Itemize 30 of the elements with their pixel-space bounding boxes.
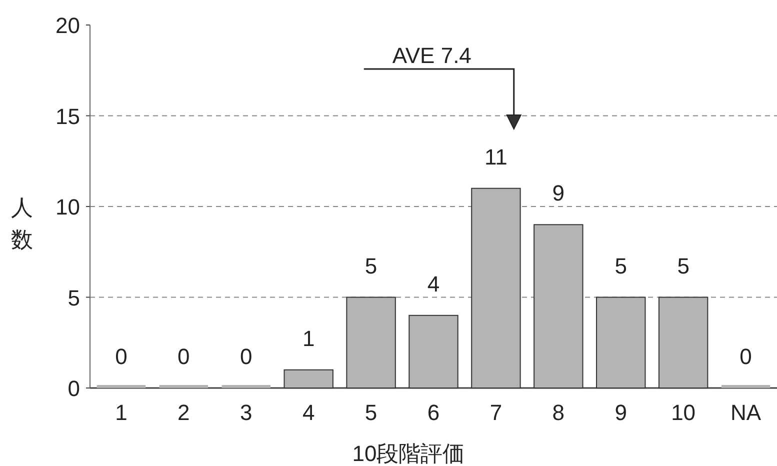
data-label: 0 — [115, 344, 128, 369]
x-tick-label: 10 — [671, 400, 696, 425]
y-tick-label: 0 — [68, 376, 80, 401]
data-label: 4 — [427, 271, 440, 296]
data-label: 0 — [740, 344, 752, 369]
x-tick-label: 3 — [240, 400, 252, 425]
data-label: 0 — [240, 344, 252, 369]
data-label: 9 — [552, 180, 565, 206]
x-tick-label: 9 — [614, 400, 627, 425]
data-label: 5 — [364, 253, 378, 278]
data-label: 11 — [484, 144, 508, 170]
x-tick-label: 4 — [302, 400, 315, 425]
data-label: 5 — [614, 253, 627, 278]
x-tick-label: 1 — [115, 400, 128, 425]
x-tick-label: 8 — [552, 400, 565, 425]
x-tick-label: 2 — [178, 400, 190, 425]
annotation: AVE 7.4 — [392, 43, 472, 68]
data-label: 0 — [178, 344, 190, 369]
x-tick-label: NA — [730, 400, 762, 425]
data-label: 1 — [302, 326, 315, 351]
x-tick-label: 5 — [364, 400, 378, 425]
x-tick-label: 6 — [427, 400, 440, 425]
y-tick-label: 5 — [68, 285, 80, 310]
x-tick-label: 7 — [490, 400, 502, 425]
y-tick-label: 15 — [56, 104, 80, 129]
x-axis-title: 10段階評価 — [352, 441, 465, 466]
y-tick-label: 10 — [56, 194, 80, 220]
y-axis-title: 人数 — [11, 195, 33, 252]
data-label: 5 — [677, 253, 690, 278]
y-tick-label: 20 — [56, 13, 80, 38]
